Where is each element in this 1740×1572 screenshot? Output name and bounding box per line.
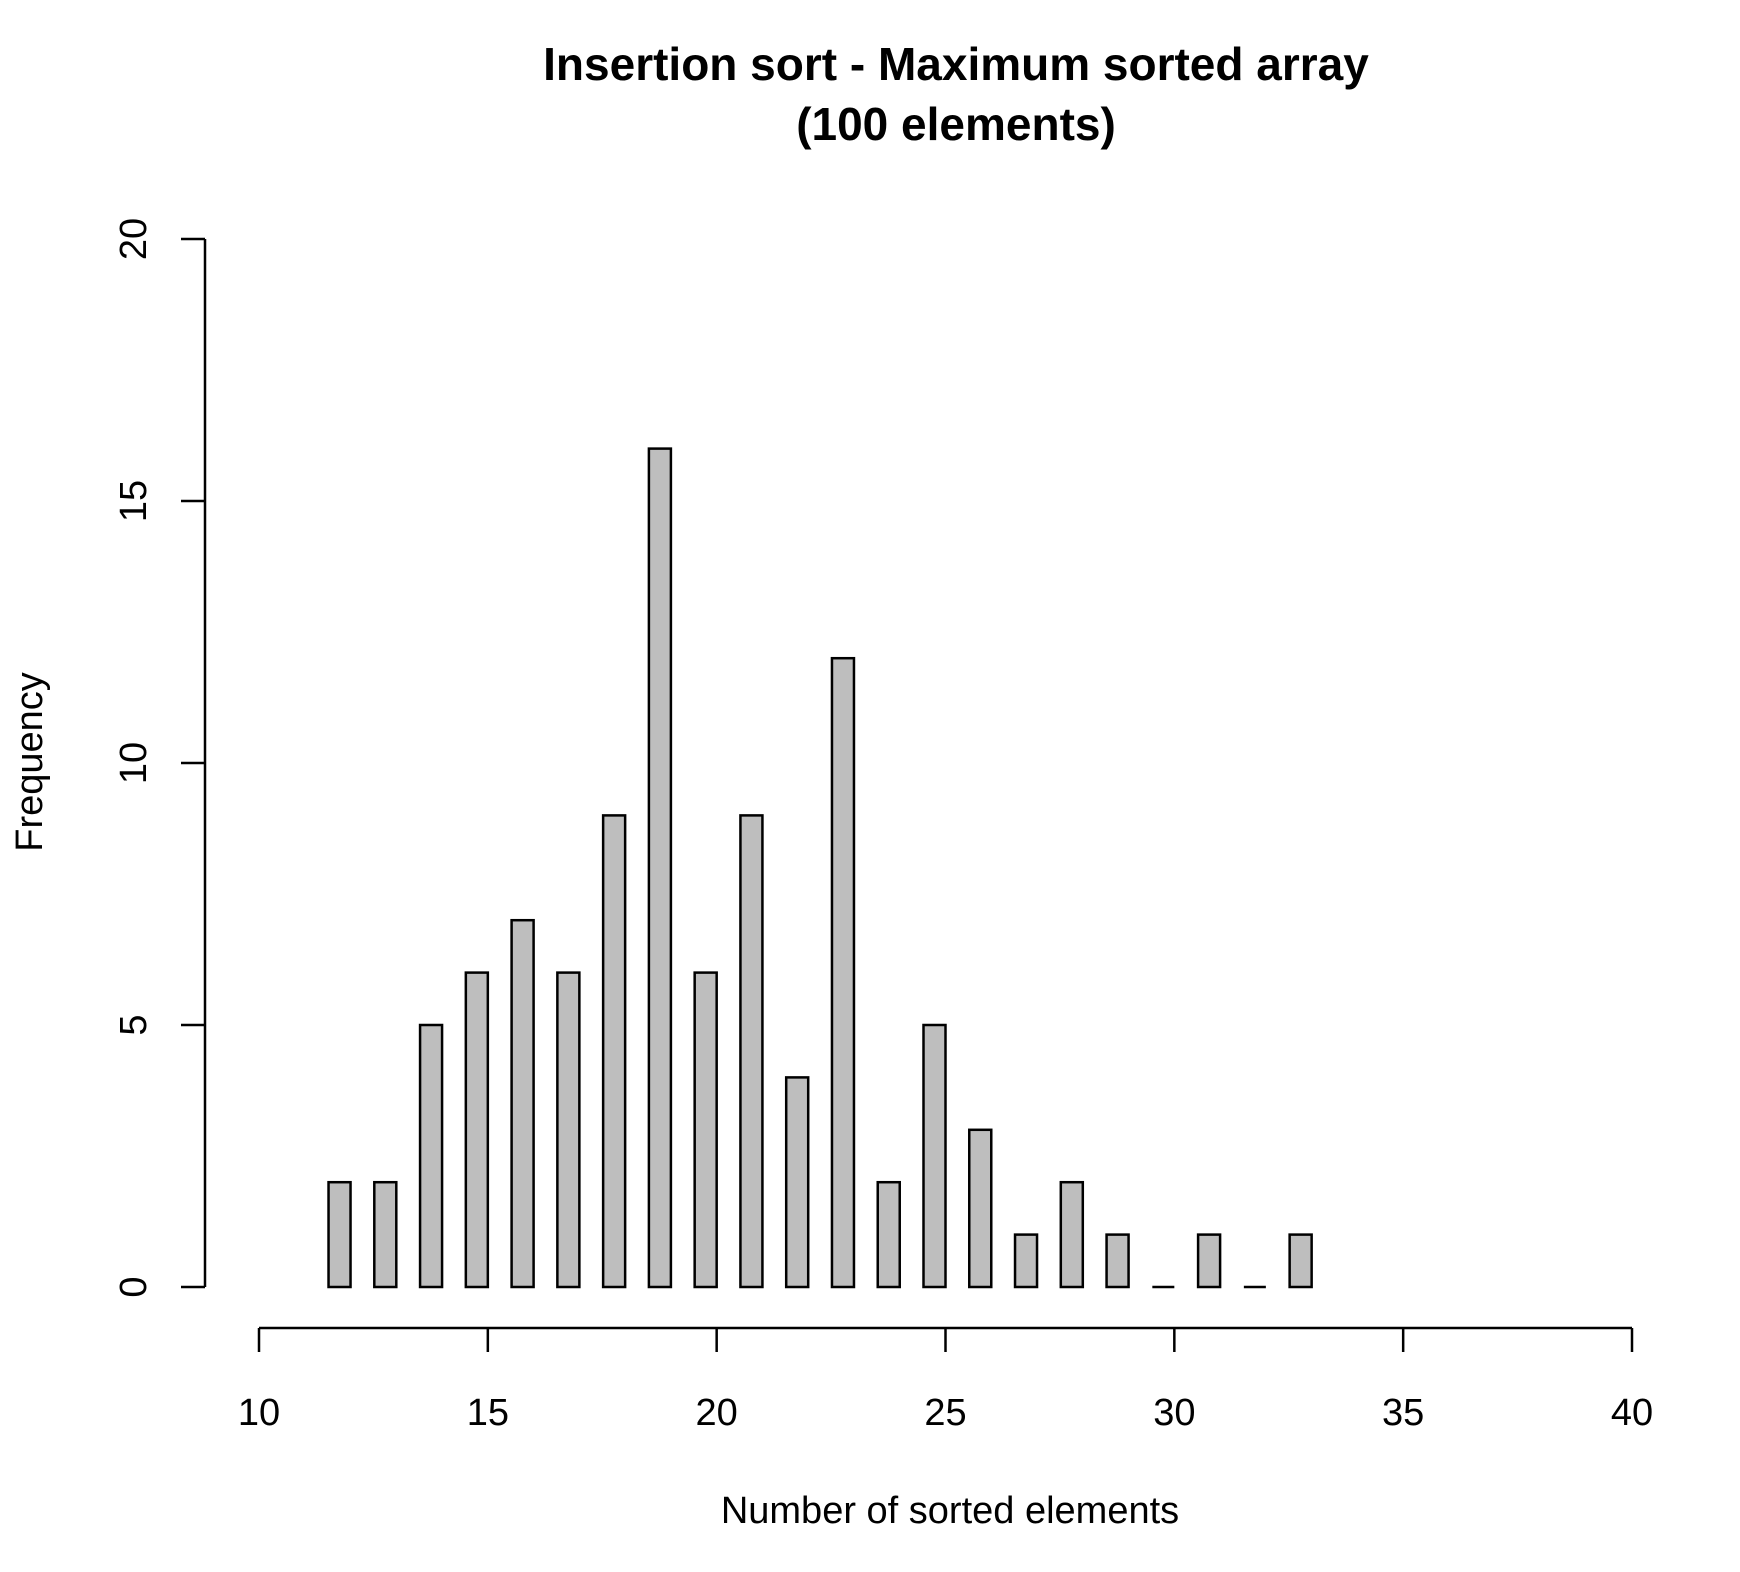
y-axis-label: Frequency (9, 672, 51, 852)
histogram-bar (1288, 1233, 1313, 1289)
y-tick-label: 10 (113, 742, 155, 784)
x-tick-label: 15 (467, 1392, 509, 1434)
y-tick-label: 0 (113, 1276, 155, 1297)
histogram-bar (784, 1076, 810, 1289)
histogram-bar (373, 1180, 398, 1289)
histogram-bar (830, 656, 856, 1289)
histogram-bar (601, 814, 627, 1289)
histogram-bar (876, 1180, 901, 1289)
histogram-bar (556, 971, 581, 1289)
x-tick-label: 10 (238, 1392, 280, 1434)
x-tick-label: 35 (1382, 1392, 1424, 1434)
histogram-bar (464, 971, 490, 1289)
histogram-bar (922, 1023, 947, 1289)
histogram-bar (1059, 1180, 1085, 1289)
x-axis: 10 15 20 25 30 35 40 (238, 1326, 1653, 1434)
histogram-bar (1105, 1233, 1130, 1289)
histogram-bar (418, 1023, 444, 1289)
chart-subtitle: (100 elements) (796, 98, 1116, 150)
x-tick-label: 20 (696, 1392, 738, 1434)
x-tick-label: 40 (1611, 1392, 1653, 1434)
y-tick-label: 20 (113, 218, 155, 260)
bars-group (327, 447, 1313, 1289)
histogram-bar (968, 1128, 993, 1289)
histogram-bar (327, 1180, 352, 1289)
histogram-bar (1013, 1233, 1039, 1289)
histogram-bar (510, 918, 535, 1289)
histogram-bar (693, 971, 718, 1289)
y-tick-label: 5 (113, 1014, 155, 1035)
chart-title: Insertion sort - Maximum sorted array (543, 38, 1369, 90)
histogram-bar (739, 814, 764, 1289)
x-tick-label: 25 (924, 1392, 966, 1434)
histogram-bar (647, 447, 673, 1289)
x-tick-label: 30 (1153, 1392, 1195, 1434)
histogram-bar (1196, 1233, 1222, 1289)
x-axis-label: Number of sorted elements (721, 1490, 1179, 1532)
y-axis: 0 5 10 15 20 (113, 218, 207, 1298)
y-tick-label: 15 (113, 480, 155, 522)
